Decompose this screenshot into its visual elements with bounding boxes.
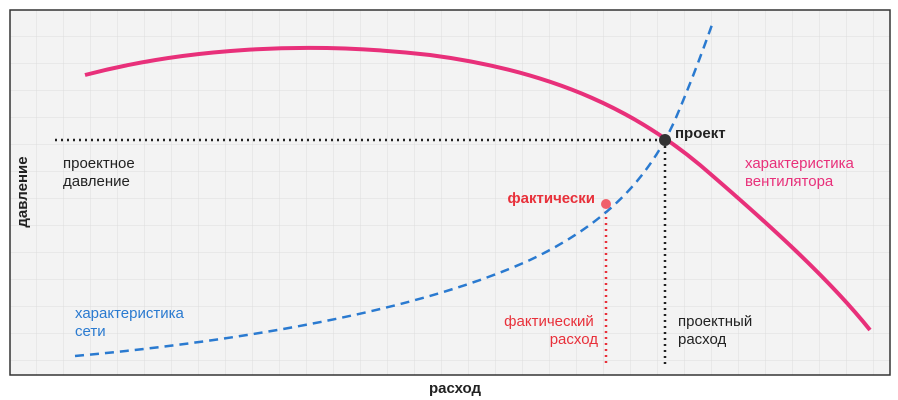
x-axis-label: расход — [429, 380, 482, 397]
design-flow-label: проектный расход — [678, 313, 756, 348]
system-curve — [74, 21, 715, 358]
fan-curve-label: характеристика вентилятора — [745, 155, 858, 190]
actual-point-label: фактически — [508, 190, 595, 207]
grid — [9, 9, 891, 376]
actual-point — [601, 199, 611, 209]
system-curve-label: характеристика сети — [75, 305, 188, 340]
label-line: проектный — [678, 313, 752, 330]
y-axis-label: давление — [14, 156, 31, 227]
label-line: сети — [75, 323, 106, 340]
label-line: вентилятора — [745, 173, 834, 190]
label-line: характеристика — [75, 305, 184, 322]
fan-curve — [84, 45, 872, 332]
design-point — [659, 134, 671, 146]
label-line: давление — [63, 173, 130, 190]
label-line: проектное — [63, 155, 135, 172]
label-line: характеристика — [745, 155, 854, 172]
label-line: фактический — [504, 313, 594, 330]
label-line: расход — [550, 331, 599, 348]
label-line: расход — [678, 331, 727, 348]
actual-flow-label: фактический расход — [504, 313, 598, 348]
design-point-label: проект — [675, 125, 726, 142]
design-pressure-label: проектное давление — [63, 155, 139, 190]
